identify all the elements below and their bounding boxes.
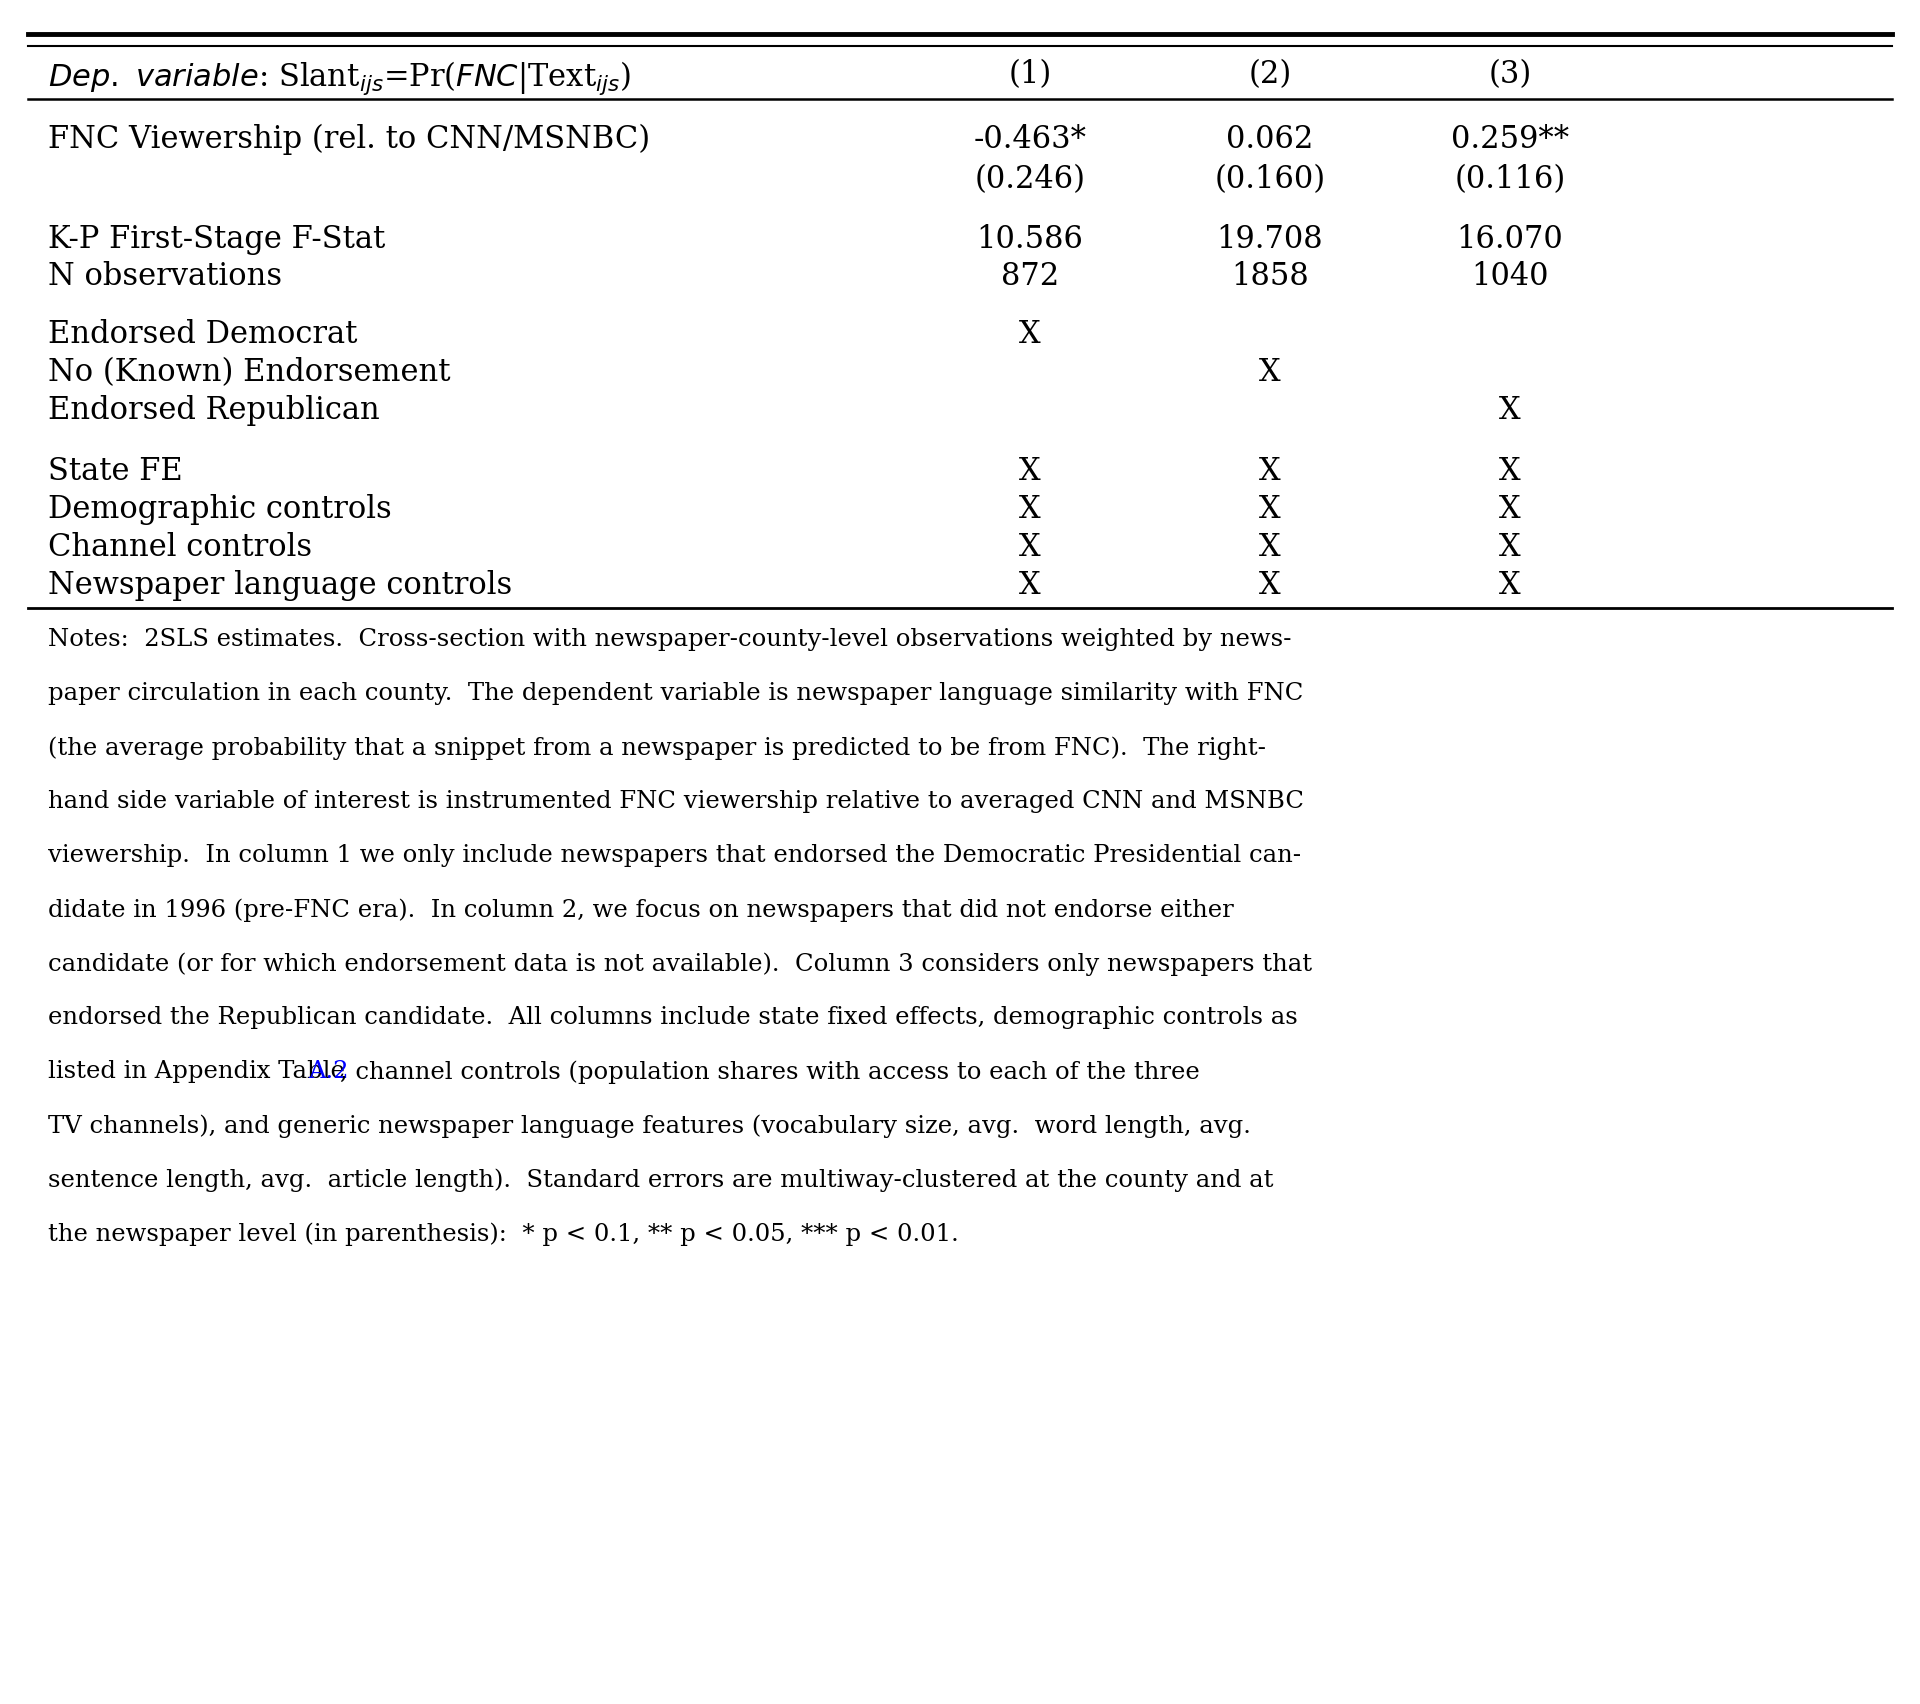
Text: (2): (2): [1248, 60, 1292, 90]
Text: (0.160): (0.160): [1215, 164, 1325, 194]
Text: Endorsed Democrat: Endorsed Democrat: [48, 319, 357, 349]
Text: TV channels), and generic newspaper language features (vocabulary size, avg.  wo: TV channels), and generic newspaper lang…: [48, 1114, 1250, 1138]
Text: Channel controls: Channel controls: [48, 532, 313, 562]
Text: hand side variable of interest is instrumented FNC viewership relative to averag: hand side variable of interest is instru…: [48, 791, 1304, 813]
Text: the newspaper level (in parenthesis):  * p < 0.1, ** p < 0.05, *** p < 0.01.: the newspaper level (in parenthesis): * …: [48, 1222, 958, 1246]
Text: No (Known) Endorsement: No (Known) Endorsement: [48, 358, 451, 389]
Text: paper circulation in each county.  The dependent variable is newspaper language : paper circulation in each county. The de…: [48, 682, 1304, 705]
Text: (the average probability that a snippet from a newspaper is predicted to be from: (the average probability that a snippet …: [48, 736, 1265, 760]
Text: X: X: [1500, 571, 1521, 602]
Text: 16.070: 16.070: [1457, 223, 1563, 256]
Text: X: X: [1020, 571, 1041, 602]
Text: 19.708: 19.708: [1217, 223, 1323, 256]
Text: (3): (3): [1488, 60, 1532, 90]
Text: X: X: [1260, 571, 1281, 602]
Text: N observations: N observations: [48, 261, 282, 291]
Text: 0.062: 0.062: [1227, 124, 1313, 155]
Text: X: X: [1020, 494, 1041, 525]
Text: Demographic controls: Demographic controls: [48, 494, 392, 525]
Text: X: X: [1500, 457, 1521, 487]
Text: endorsed the Republican candidate.  All columns include state fixed effects, dem: endorsed the Republican candidate. All c…: [48, 1005, 1298, 1029]
Text: X: X: [1500, 395, 1521, 426]
Text: Newspaper language controls: Newspaper language controls: [48, 571, 513, 602]
Text: X: X: [1500, 494, 1521, 525]
Text: X: X: [1020, 457, 1041, 487]
Text: 10.586: 10.586: [977, 223, 1083, 256]
Text: , channel controls (population shares with access to each of the three: , channel controls (population shares wi…: [340, 1060, 1200, 1084]
Text: X: X: [1260, 532, 1281, 562]
Text: X: X: [1020, 319, 1041, 349]
Text: -0.463*: -0.463*: [973, 124, 1087, 155]
Text: (0.116): (0.116): [1453, 164, 1565, 194]
Text: A.2: A.2: [309, 1060, 349, 1084]
Text: FNC Viewership (rel. to CNN/MSNBC): FNC Viewership (rel. to CNN/MSNBC): [48, 124, 651, 155]
Text: State FE: State FE: [48, 457, 182, 487]
Text: X: X: [1260, 457, 1281, 487]
Text: Endorsed Republican: Endorsed Republican: [48, 395, 380, 426]
Text: listed in Appendix Table: listed in Appendix Table: [48, 1060, 353, 1084]
Text: (0.246): (0.246): [975, 164, 1085, 194]
Text: K-P First-Stage F-Stat: K-P First-Stage F-Stat: [48, 223, 386, 256]
Text: 0.259**: 0.259**: [1452, 124, 1569, 155]
Text: X: X: [1020, 532, 1041, 562]
Text: X: X: [1260, 494, 1281, 525]
Text: viewership.  In column 1 we only include newspapers that endorsed the Democratic: viewership. In column 1 we only include …: [48, 843, 1302, 867]
Text: (1): (1): [1008, 60, 1052, 90]
Text: 872: 872: [1000, 261, 1060, 291]
Text: sentence length, avg.  article length).  Standard errors are multiway-clustered : sentence length, avg. article length). S…: [48, 1167, 1273, 1191]
Text: didate in 1996 (pre-FNC era).  In column 2, we focus on newspapers that did not : didate in 1996 (pre-FNC era). In column …: [48, 898, 1235, 922]
Text: 1040: 1040: [1471, 261, 1549, 291]
Text: Notes:  2SLS estimates.  Cross-section with newspaper-county-level observations : Notes: 2SLS estimates. Cross-section wit…: [48, 629, 1292, 651]
Text: X: X: [1260, 358, 1281, 389]
Text: $\mathit{Dep.\ variable}$: Slant$_{\mathit{ijs}}$=Pr($\mathit{FNC}$|Text$_{\math: $\mathit{Dep.\ variable}$: Slant$_{\math…: [48, 60, 632, 97]
Text: 1858: 1858: [1231, 261, 1309, 291]
Text: candidate (or for which endorsement data is not available).  Column 3 considers : candidate (or for which endorsement data…: [48, 953, 1311, 975]
Text: X: X: [1500, 532, 1521, 562]
